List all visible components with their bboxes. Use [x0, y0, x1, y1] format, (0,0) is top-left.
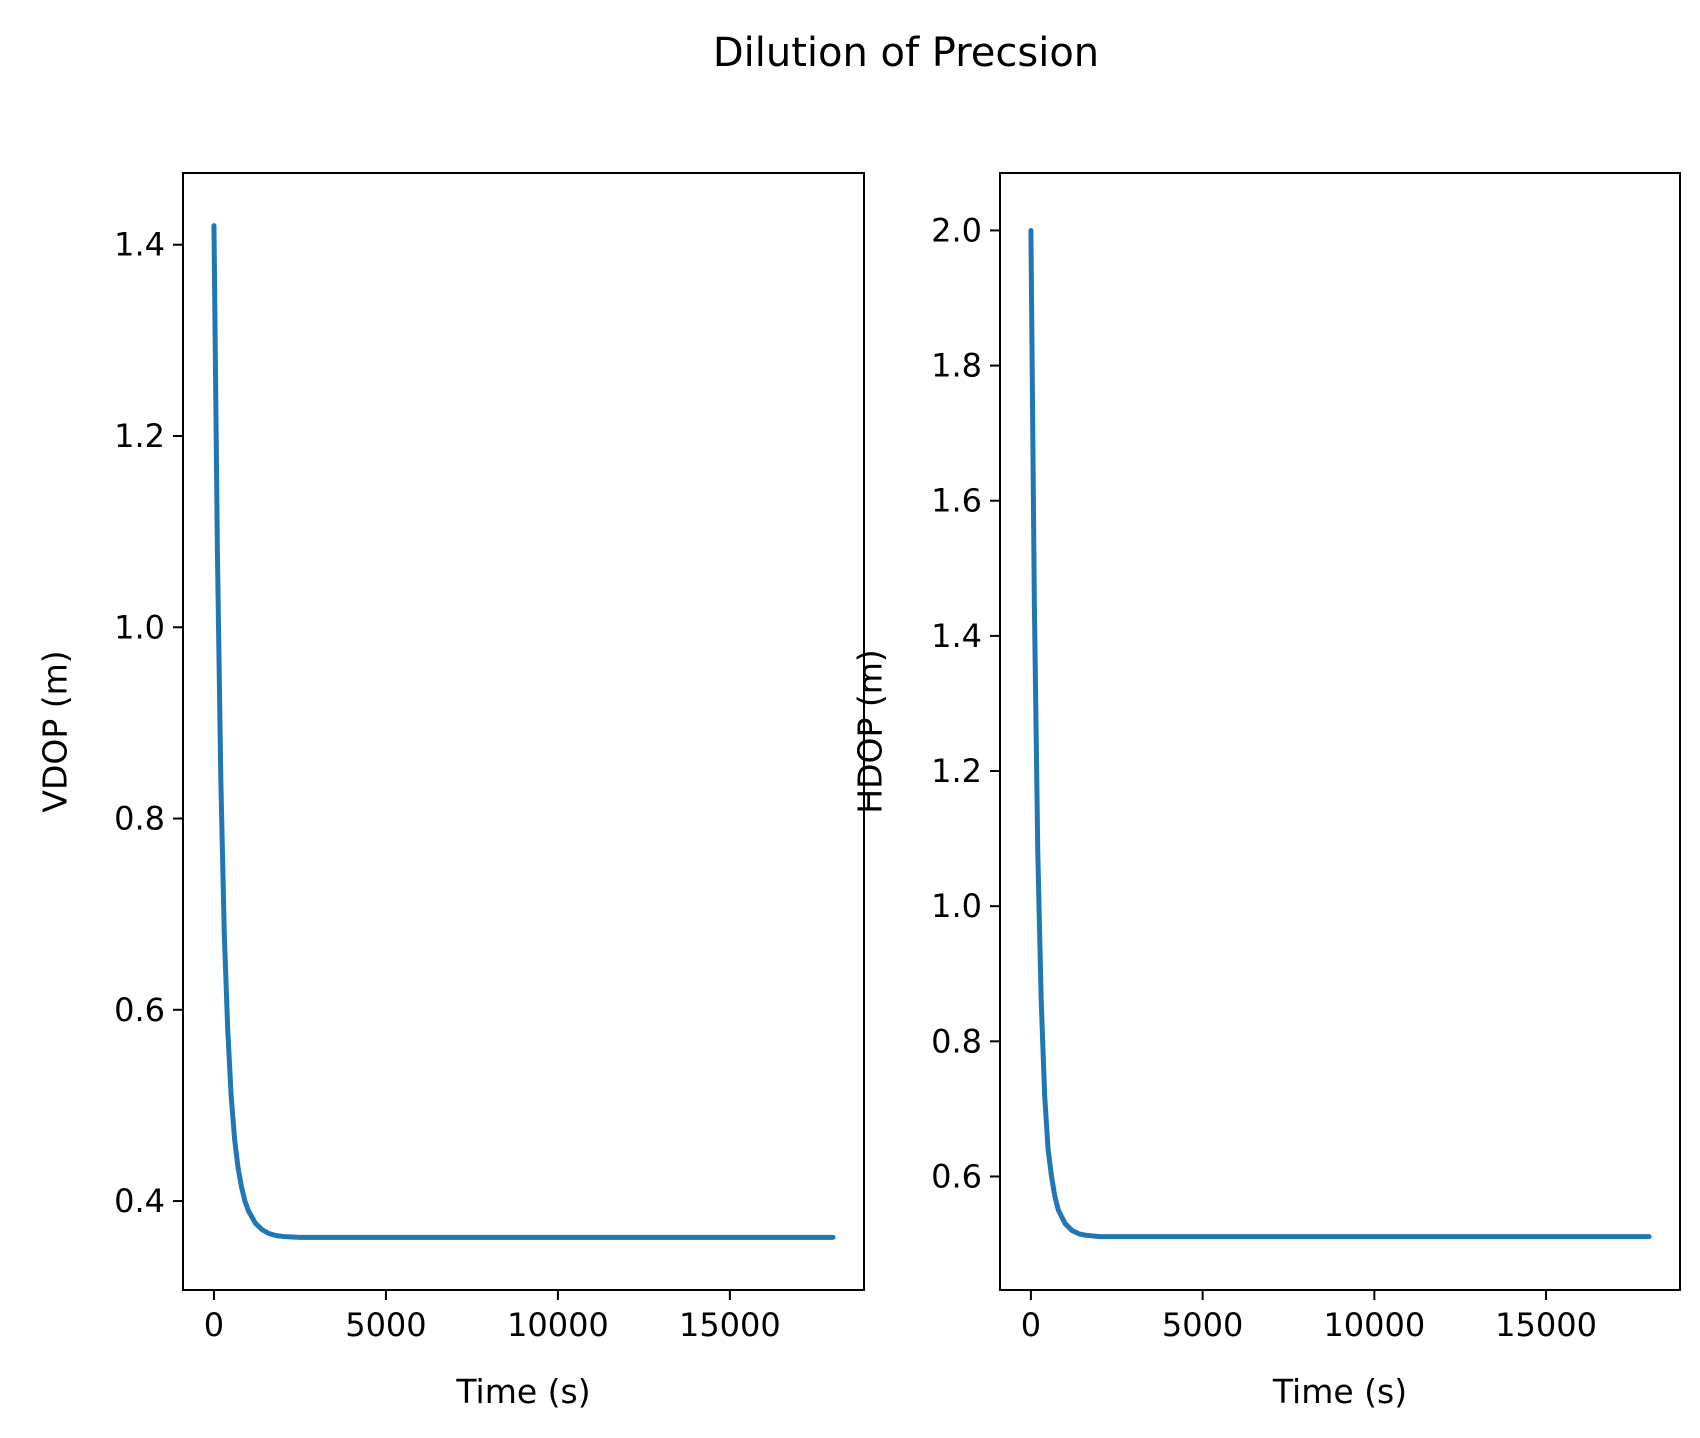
hdop-y-axis-label: HDOP (m) — [851, 649, 890, 813]
hdop-axes-frame — [999, 172, 1681, 1291]
vdop-y-tick-label: 1.4 — [114, 226, 165, 264]
vdop-y-tick-label: 1.2 — [114, 417, 165, 455]
hdop-y-tick-label: 1.2 — [931, 752, 982, 790]
hdop-y-tick-label: 1.8 — [931, 347, 982, 385]
hdop-x-tick-label: 10000 — [1323, 1306, 1425, 1344]
hdop-x-axis-label: Time (s) — [1272, 1372, 1407, 1411]
vdop-x-tick-label: 10000 — [507, 1306, 609, 1344]
vdop-axes-frame — [182, 172, 865, 1291]
hdop-x-tick-label: 0 — [1021, 1306, 1041, 1344]
vdop-x-tick-label: 5000 — [345, 1306, 426, 1344]
vdop-x-tick-label: 0 — [204, 1306, 224, 1344]
vdop-y-tick-label: 0.6 — [114, 991, 165, 1029]
vdop-y-tick-label: 0.8 — [114, 800, 165, 838]
vdop-series-line-0 — [211, 223, 836, 1240]
vdop-chart: 0 5000 10000 15000 0.4 0.6 0.8 1.0 1.2 1.4 Time (s… — [36, 172, 865, 1411]
vdop-x-axis-label: Time (s) — [455, 1372, 590, 1411]
hdop-chart: 0 5000 10000 15000 0.6 0.8 1.0 1.2 1.4 1.6 1.8 2.0 T… — [851, 172, 1681, 1411]
hdop-y-tick-label: 1.4 — [931, 617, 982, 655]
hdop-series-line-0 — [1028, 227, 1652, 1240]
hdop-y-tick-label: 0.8 — [931, 1022, 982, 1060]
vdop-y-tick-label: 1.0 — [114, 608, 165, 646]
figure-title: Dilution of Precsion — [713, 30, 1099, 76]
hdop-x-tick-label: 15000 — [1495, 1306, 1597, 1344]
hdop-x-tick-label: 5000 — [1162, 1306, 1243, 1344]
hdop-y-tick-label: 1.6 — [931, 482, 982, 520]
vdop-x-tick-label: 15000 — [679, 1306, 781, 1344]
vdop-y-tick-label: 0.4 — [114, 1182, 165, 1220]
hdop-y-tick-label: 2.0 — [931, 211, 982, 249]
hdop-y-tick-label: 0.6 — [931, 1157, 982, 1195]
vdop-y-axis-label: VDOP (m) — [36, 650, 75, 812]
hdop-y-tick-label: 1.0 — [931, 887, 982, 925]
